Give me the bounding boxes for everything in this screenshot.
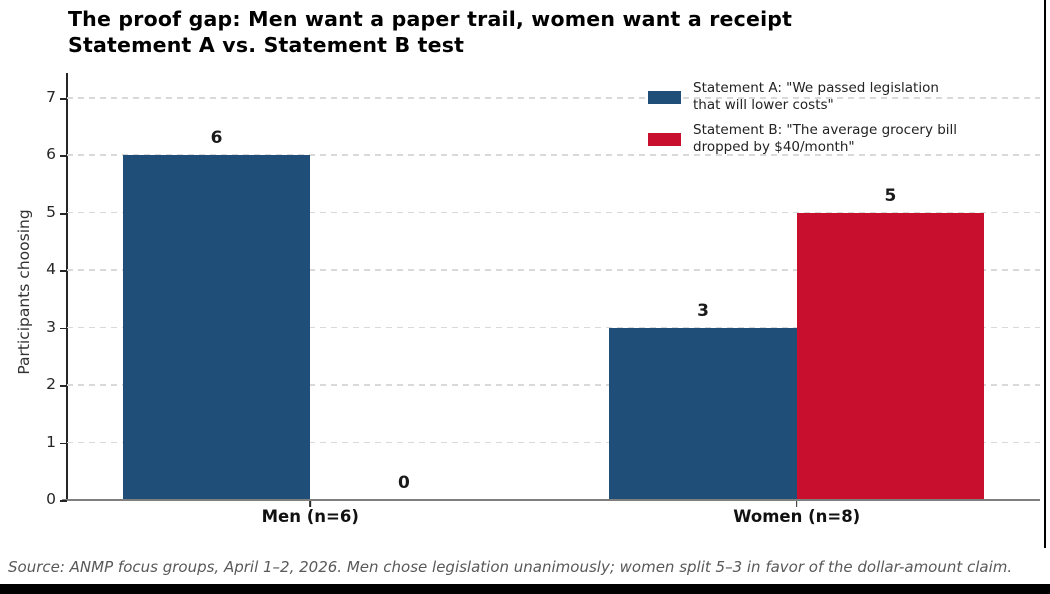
bottom-border [0, 584, 1050, 594]
legend: Statement A: "We passed legislation that … [648, 80, 957, 164]
y-axis-spine [66, 73, 68, 501]
bar-statement-b [796, 212, 985, 500]
right-border [1044, 0, 1046, 548]
source-note: Source: ANMP focus groups, April 1–2, 20… [8, 558, 1013, 576]
legend-label: Statement B: "The average grocery bill dr… [693, 122, 957, 156]
gridline [67, 441, 1040, 444]
y-tick-mark [60, 97, 67, 100]
y-tick-mark [60, 212, 67, 215]
y-tick-mark [60, 385, 67, 387]
y-tick-label: 0 [46, 490, 56, 508]
bar-statement-a [609, 327, 797, 500]
y-tick-label: 4 [46, 260, 56, 279]
gridline [67, 211, 1040, 214]
legend-entry: Statement A: "We passed legislation that … [648, 80, 957, 114]
gridline [67, 384, 1040, 386]
legend-label-line: Statement A: "We passed legislation [693, 80, 939, 96]
y-tick-mark [60, 327, 67, 330]
legend-label-line: dropped by $40/month" [693, 139, 855, 155]
bar-value-label: 3 [697, 300, 710, 321]
y-tick-mark [60, 442, 67, 445]
bar-value-label: 5 [884, 185, 897, 206]
x-tick-label: Women (n=8) [733, 507, 861, 526]
bar-value-label: 0 [397, 473, 410, 493]
y-tick-label: 7 [46, 87, 56, 106]
bar-value-label: 6 [210, 128, 223, 149]
gridline [67, 269, 1040, 271]
legend-label-line: Statement B: "The average grocery bill [693, 122, 958, 138]
x-tick-mark [309, 501, 312, 507]
bar-statement-a [122, 155, 311, 500]
x-tick-label: Men (n=6) [261, 507, 359, 526]
y-tick-label: 1 [46, 432, 56, 451]
x-axis-baseline [62, 499, 1040, 501]
y-axis-label: Participants choosing [15, 209, 33, 375]
legend-label-line: that will lower costs" [693, 97, 834, 113]
x-tick-mark [795, 501, 798, 507]
y-tick-label: 5 [46, 202, 56, 221]
legend-label: Statement A: "We passed legislation that … [693, 80, 939, 114]
chart-title: The proof gap: Men want a paper trail, w… [68, 7, 793, 31]
gridline [67, 154, 1040, 156]
gridline [67, 326, 1040, 329]
legend-entry: Statement B: "The average grocery bill dr… [648, 122, 957, 156]
y-tick-label: 2 [46, 375, 56, 394]
y-tick-label: 6 [46, 145, 56, 164]
legend-swatch [648, 132, 681, 146]
y-tick-label: 3 [46, 317, 56, 336]
gridline [67, 96, 1040, 99]
y-tick-mark [60, 500, 67, 502]
y-tick-mark [60, 270, 67, 272]
chart-subtitle: Statement A vs. Statement B test [68, 33, 465, 57]
legend-swatch [648, 90, 681, 104]
y-tick-mark [60, 155, 67, 158]
plot-area: 6 0 3 5 [67, 75, 1040, 500]
chart-title-block: The proof gap: Men want a paper trail, w… [68, 6, 792, 58]
